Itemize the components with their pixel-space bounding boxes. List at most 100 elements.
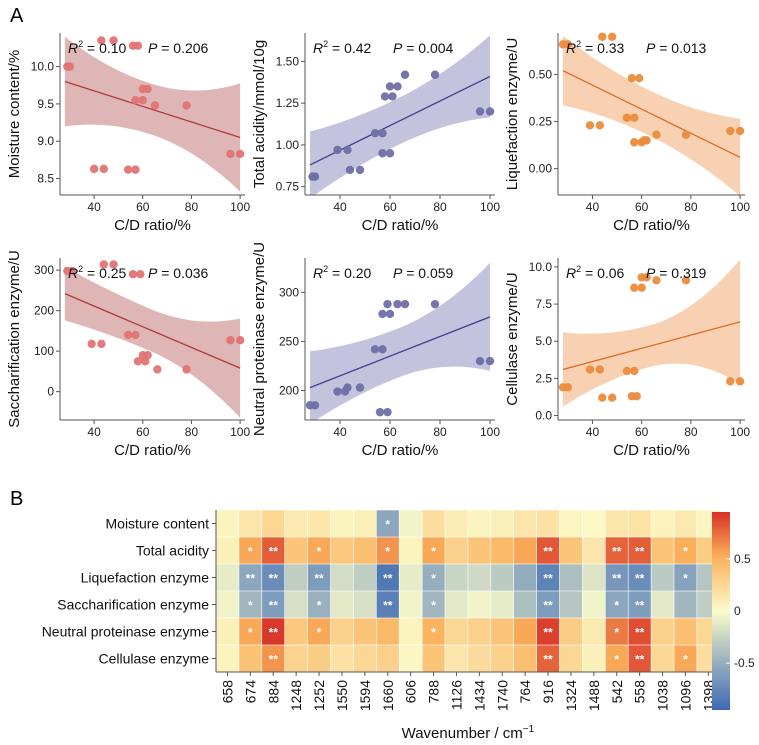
panel-label-b: B — [10, 488, 23, 510]
heatmap-cell — [307, 644, 332, 673]
data-point — [65, 62, 74, 71]
heatmap-cell — [559, 563, 584, 592]
heatmap-cell — [284, 509, 309, 538]
column-label: 658 — [219, 680, 235, 704]
p-annotation: P = 0.059 — [393, 265, 454, 281]
x-axis-title: C/D ratio/% — [613, 442, 690, 459]
x-tick-label: 80 — [433, 200, 447, 214]
data-point — [681, 276, 691, 285]
data-point — [563, 383, 573, 392]
data-point — [109, 36, 118, 45]
data-point — [226, 336, 235, 345]
column-label: 1038 — [655, 680, 671, 711]
heatmap-cell — [467, 563, 492, 592]
r2-exponent: 2 — [78, 39, 83, 49]
p-value: = 0.319 — [655, 265, 706, 281]
r2-exponent: 2 — [323, 264, 328, 274]
data-point — [585, 365, 595, 374]
data-point — [585, 121, 595, 130]
y-tick-label: 10.0 — [31, 60, 55, 74]
r2-exponent: 2 — [576, 264, 581, 274]
heatmap-cell — [398, 509, 423, 538]
row-label: Neutral proteinase enzyme — [42, 624, 210, 640]
regression-line — [64, 293, 241, 369]
heatmap-cell — [330, 536, 355, 565]
column-label: 916 — [540, 680, 556, 704]
r2-exponent: 2 — [323, 39, 328, 49]
r2-annotation: R2 = 0.33 — [566, 39, 625, 56]
significance-mark: ** — [635, 572, 645, 586]
significance-mark: * — [431, 545, 436, 559]
x-tick-label: 60 — [635, 425, 649, 439]
heatmap-cell — [490, 590, 515, 619]
x-axis-title: C/D ratio/% — [362, 217, 439, 234]
heatmap-cell — [353, 563, 377, 592]
data-point — [226, 149, 235, 159]
heatmap-cell — [444, 590, 469, 619]
p-symbol: P — [393, 265, 403, 281]
column-label: 884 — [265, 680, 281, 704]
y-tick-label: 1.00 — [276, 138, 300, 152]
y-tick-label: 250 — [279, 334, 299, 348]
heatmap-cell — [375, 644, 400, 673]
confidence-band — [562, 259, 741, 407]
data-point — [400, 70, 410, 79]
r2-value: = 0.06 — [581, 265, 624, 281]
p-value: = 0.036 — [157, 265, 208, 281]
significance-mark: ** — [543, 572, 553, 586]
data-point — [235, 149, 245, 159]
p-value: = 0.013 — [655, 40, 706, 56]
x-tick-label: 100 — [480, 425, 500, 439]
data-point — [630, 283, 639, 292]
r2-exponent: 2 — [576, 39, 581, 49]
r2-symbol: R — [68, 40, 78, 56]
data-point — [131, 95, 140, 105]
heatmap-cell — [513, 617, 538, 646]
colorbar-tick-label: 0 — [734, 604, 741, 618]
significance-mark: ** — [543, 653, 553, 667]
regression-line — [309, 316, 491, 389]
confidence-band — [310, 35, 490, 195]
heatmap-cell — [398, 644, 423, 673]
heatmap-cell — [582, 644, 606, 673]
data-point — [634, 74, 644, 83]
significance-mark: ** — [269, 572, 279, 586]
significance-mark: * — [317, 545, 322, 559]
x-title-slash: / — [490, 725, 503, 742]
heatmap-x-title: Wavenumber / cm−1 — [402, 724, 535, 742]
x-tick-label: 100 — [730, 200, 750, 214]
y-tick-label: 1.50 — [276, 54, 300, 68]
heatmap-cell — [673, 617, 698, 646]
heatmap-cell — [215, 617, 240, 646]
significance-mark: * — [431, 599, 436, 613]
x-axis-title: C/D ratio/% — [114, 442, 191, 459]
heatmap-cell — [353, 509, 377, 538]
r2-annotation: R2 = 0.25 — [68, 264, 127, 281]
heatmap-cell — [536, 509, 561, 538]
y-axis-title: Cellulase enzyme/U — [504, 272, 521, 405]
significance-mark: ** — [635, 653, 645, 667]
heatmap-cell — [284, 563, 309, 592]
heatmap-cell — [353, 536, 377, 565]
column-label: 606 — [403, 680, 419, 704]
data-point — [355, 383, 365, 392]
data-point — [642, 273, 651, 282]
data-point — [607, 393, 617, 402]
heatmap-cell — [559, 590, 584, 619]
heatmap-cell — [444, 536, 469, 565]
data-point — [128, 270, 138, 279]
significance-mark: * — [683, 653, 688, 667]
row-label: Liquefaction enzyme — [81, 570, 210, 586]
significance-mark: ** — [246, 572, 256, 586]
column-label: 1126 — [448, 680, 464, 710]
row-label: Saccharification enzyme — [57, 597, 209, 613]
p-annotation: P = 0.319 — [646, 265, 707, 281]
significance-mark: * — [614, 653, 619, 667]
heatmap-cell — [330, 563, 355, 592]
x-tick-label: 100 — [480, 200, 500, 214]
data-point — [652, 276, 661, 285]
column-label: 558 — [632, 680, 648, 704]
data-point — [393, 82, 402, 91]
column-label: 1740 — [494, 680, 510, 711]
data-point — [598, 393, 607, 402]
